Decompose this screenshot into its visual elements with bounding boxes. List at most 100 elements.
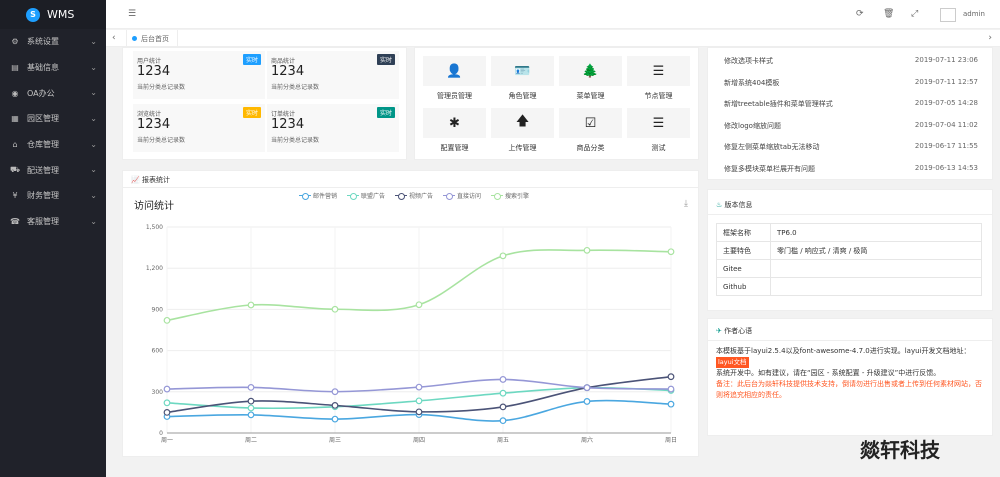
status-badge: 实时 (376, 107, 395, 118)
stat-subtitle: 当前分类总记录数 (137, 137, 186, 144)
sidebar-item[interactable]: ▤ 基础信息 ⌄ (0, 55, 106, 81)
news-item[interactable]: 修改logo缩放问题 2019-07-04 11:02 (724, 121, 978, 135)
menu-toggle-icon[interactable]: ☰ (128, 9, 137, 19)
sidebar-item[interactable]: ¥ 财务管理 ⌄ (0, 183, 106, 209)
sidebar-item[interactable]: ▦ 园区管理 ⌄ (0, 106, 106, 132)
news-item[interactable]: 修复左侧菜单缩放tab无法移动 2019-06-17 11:55 (724, 142, 978, 156)
quick-link-8[interactable]: ☰ (627, 108, 690, 138)
list-icon: ☰ (652, 63, 665, 79)
stat-title: 订单统计 (271, 111, 296, 118)
news-date: 2019-06-13 14:53 (914, 163, 978, 172)
legend-item[interactable]: 邮件营销 (299, 191, 337, 200)
truck-icon: ⛟ (9, 165, 21, 175)
data-point (247, 301, 255, 309)
stat-box: 商品统计 实时 1234 当前分类总记录数 (267, 51, 399, 99)
sidebar-item-label: 配送管理 (27, 165, 59, 175)
version-table: 框架名称 TP6.0 主要特色 零门槛 / 响应式 / 清爽 / 极简 Gitee Git… (716, 223, 982, 296)
quick-link-3[interactable]: 🌲 (559, 56, 622, 86)
data-point (163, 408, 171, 416)
app-name: WMS (47, 8, 75, 21)
trash-icon[interactable]: 🗑 (883, 9, 895, 19)
version-key: 主要特色 (716, 241, 771, 260)
quick-link-label[interactable]: 菜单管理 (576, 92, 605, 100)
y-tick-label: 1,200 (146, 265, 163, 272)
admin-username[interactable]: admin (963, 10, 985, 18)
warehouse-icon: ⌂ (12, 140, 18, 150)
quick-link-label[interactable]: 配置管理 (440, 144, 469, 152)
quick-link-2[interactable]: 🪪 (491, 56, 554, 86)
y-tick-label: 600 (152, 348, 164, 355)
chevron-down-icon: ⌄ (90, 191, 97, 201)
quick-link-7[interactable]: ☑ (559, 108, 622, 138)
calendar-check-icon: ☑ (584, 115, 597, 131)
sidebar-item[interactable]: ⛟ 配送管理 ⌄ (0, 157, 106, 183)
quick-link-1[interactable]: 👤 (423, 56, 486, 86)
data-point (247, 411, 255, 419)
data-point (247, 384, 255, 391)
legend-item[interactable]: 视频广告 (395, 191, 433, 200)
news-title[interactable]: 新增系统404模板 (724, 78, 780, 87)
sidebar-item-label: 园区管理 (27, 114, 59, 124)
legend-item[interactable]: 搜索引擎 (491, 191, 529, 200)
news-title[interactable]: 修复多模块菜单栏展开有问题 (724, 164, 815, 173)
quick-link-label[interactable]: 商品分类 (576, 144, 605, 152)
upload-icon: 🡅 (515, 114, 530, 129)
chevron-down-icon: ⌄ (90, 88, 97, 98)
data-point (499, 417, 507, 425)
tab-prev-icon[interactable]: ‹ (112, 33, 116, 43)
sidebar-item-label: 基础信息 (27, 63, 59, 73)
data-point (163, 316, 171, 324)
news-item[interactable]: 修复多模块菜单栏展开有问题 2019-06-13 14:53 (724, 164, 978, 178)
news-title[interactable]: 修改选项卡样式 (724, 57, 773, 65)
x-tick-label: 周六 (581, 436, 593, 444)
tab-next-icon[interactable]: › (988, 33, 992, 43)
avatar[interactable] (940, 8, 956, 22)
quick-link-6[interactable]: 🡅 (491, 108, 554, 138)
news-item[interactable]: 新增treetable插件和菜单管理样式 2019-07-05 14:28 (724, 99, 978, 113)
sidebar-item[interactable]: ⌂ 仓库管理 ⌄ (0, 132, 106, 158)
sidebar-item[interactable]: ☎ 客服管理 ⌄ (0, 209, 106, 235)
logo-icon: S (26, 7, 40, 22)
y-tick-label: 900 (152, 306, 164, 313)
data-point (583, 398, 591, 405)
news-title[interactable]: 新增treetable插件和菜单管理样式 (724, 100, 833, 108)
quick-link-5[interactable]: ✱ (423, 108, 486, 138)
data-point (415, 301, 423, 309)
building-icon: ▦ (11, 114, 19, 124)
app-logo[interactable]: S WMS (0, 0, 106, 29)
x-tick-label: 周日 (665, 437, 677, 444)
legend-item[interactable]: 直接访问 (443, 191, 481, 200)
refresh-icon[interactable]: ⟳ (856, 9, 864, 19)
download-icon[interactable]: ⤓ (684, 199, 688, 209)
y-tick-label: 300 (152, 389, 164, 396)
stat-title: 商品统计 (271, 58, 296, 65)
sidebar-item[interactable]: ◉ OA办公 ⌄ (0, 80, 106, 106)
quick-link-label[interactable]: 测试 (651, 144, 666, 152)
news-item[interactable]: 新增系统404模板 2019-07-11 12:57 (724, 78, 978, 92)
sidebar-item[interactable]: ⚙ 系统设置 ⌄ (0, 29, 106, 55)
news-title[interactable]: 修改logo缩放问题 (724, 121, 781, 130)
quick-link-4[interactable]: ☰ (627, 56, 690, 86)
y-tick-label: 0 (159, 430, 163, 437)
version-key: Gitee (716, 259, 771, 278)
stat-subtitle: 当前分类总记录数 (137, 84, 186, 91)
author-line1: 本模板基于layui2.5.4以及font-awesome-4.7.0进行实现。… (716, 347, 971, 355)
tab-home[interactable]: 后台首页 (126, 30, 178, 47)
data-point (583, 246, 591, 254)
fullscreen-icon[interactable]: ⤢ (911, 9, 919, 19)
stat-box: 订单统计 实时 1234 当前分类总记录数 (267, 104, 399, 152)
service-icon: ☎ (10, 217, 20, 227)
quick-link-label[interactable]: 节点管理 (644, 92, 673, 100)
legend-item[interactable]: 联盟广告 (347, 191, 385, 200)
quick-link-label[interactable]: 管理员管理 (437, 92, 472, 100)
quick-link-label[interactable]: 角色管理 (508, 92, 537, 100)
data-point (499, 403, 507, 411)
author-card: ✈ 作者心语 本模板基于layui2.5.4以及font-awesome-4.7… (707, 318, 993, 436)
money-icon: ¥ (12, 191, 18, 201)
chevron-down-icon: ⌄ (90, 165, 97, 175)
layui-doc-link[interactable]: layui文档 (716, 357, 749, 368)
quick-link-label[interactable]: 上传管理 (508, 144, 537, 152)
news-title[interactable]: 修复左侧菜单缩放tab无法移动 (724, 143, 820, 151)
news-item[interactable]: 修改选项卡样式 2019-07-11 23:06 (724, 56, 978, 70)
x-tick-label: 周二 (245, 437, 257, 444)
